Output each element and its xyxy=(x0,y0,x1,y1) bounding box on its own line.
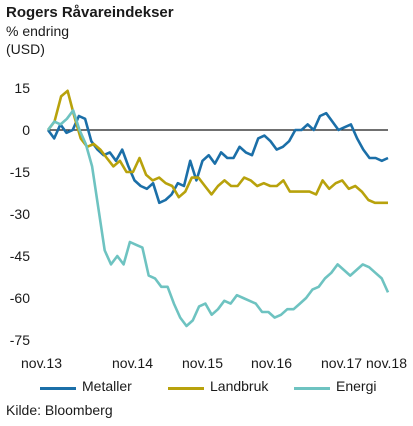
legend-label-energi: Energi xyxy=(336,378,377,394)
legend-label-metaller: Metaller xyxy=(82,378,132,394)
y-tick-label: -60 xyxy=(10,290,30,306)
series-lines xyxy=(46,89,390,328)
chart-subtitle-currency: (USD) xyxy=(6,41,45,57)
x-tick-label: nov.18 xyxy=(366,355,407,371)
y-tick-label: 0 xyxy=(22,122,30,138)
y-tick-label: -30 xyxy=(10,206,30,222)
x-tick-label: nov.16 xyxy=(251,355,292,371)
x-tick-label: nov.13 xyxy=(21,355,62,371)
x-tick-label: nov.17 xyxy=(321,355,362,371)
chart-subtitle-unit: % endring xyxy=(6,23,70,39)
series-line-metaller xyxy=(46,111,389,205)
y-tick-label: -45 xyxy=(10,248,30,264)
chart-title: Rogers Råvareindekser xyxy=(6,4,174,21)
series-line-landbruk xyxy=(46,89,388,205)
x-tick-label: nov.14 xyxy=(112,355,153,371)
y-tick-label: -15 xyxy=(10,164,30,180)
series-line-energi xyxy=(46,109,390,328)
x-tick-label: nov.15 xyxy=(182,355,223,371)
y-axis: 15 0 -15 -30 -45 -60 -75 xyxy=(10,80,30,348)
legend: Metaller Landbruk Energi xyxy=(0,378,413,398)
y-tick-label: -75 xyxy=(10,332,30,348)
source-note: Kilde: Bloomberg xyxy=(6,402,113,418)
legend-swatch-metaller xyxy=(40,387,76,390)
legend-swatch-landbruk xyxy=(168,387,204,390)
legend-swatch-energi xyxy=(294,387,330,390)
y-tick-label: 15 xyxy=(14,80,30,96)
x-axis: nov.13 nov.14 nov.15 nov.16 nov.17 nov.18 xyxy=(21,355,407,371)
legend-label-landbruk: Landbruk xyxy=(210,378,269,394)
